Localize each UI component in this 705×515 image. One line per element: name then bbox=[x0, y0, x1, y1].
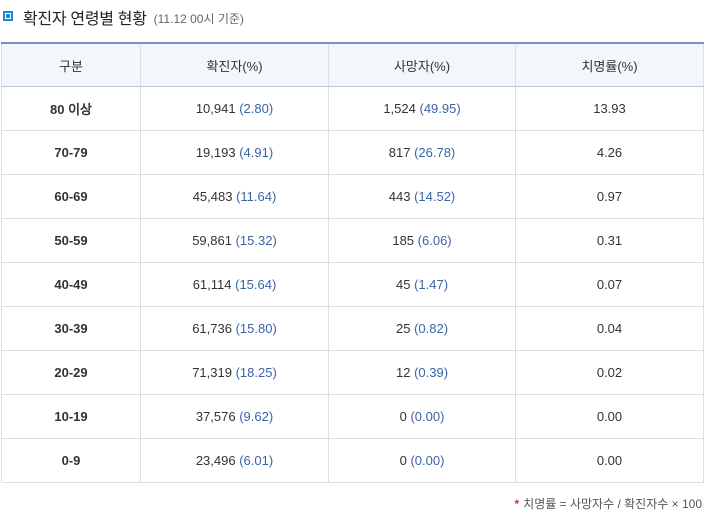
cases-percent: (15.32) bbox=[235, 233, 277, 248]
age-group-cell: 20-29 bbox=[1, 350, 141, 395]
deaths-cell: 1,524 (49.95) bbox=[328, 86, 516, 131]
fatality-rate-cell: 4.26 bbox=[515, 130, 704, 175]
age-group-cell: 80 이상 bbox=[1, 86, 141, 131]
deaths-percent: (6.06) bbox=[417, 233, 452, 248]
deaths-percent: (26.78) bbox=[414, 145, 456, 160]
cases-cell: 61,736 (15.80) bbox=[140, 306, 329, 351]
column-header-cases: 확진자(%) bbox=[140, 43, 329, 87]
deaths-percent: (49.95) bbox=[419, 101, 461, 116]
deaths-cell: 25 (0.82) bbox=[328, 306, 516, 351]
table-row: 70-79 19,193 (4.91) 817 (26.78) 4.26 bbox=[1, 130, 704, 175]
deaths-count: 443 bbox=[388, 189, 411, 204]
deaths-cell: 185 (6.06) bbox=[328, 218, 516, 263]
cases-count: 59,861 bbox=[192, 233, 232, 248]
deaths-cell: 0 (0.00) bbox=[328, 394, 516, 439]
deaths-cell: 817 (26.78) bbox=[328, 130, 516, 175]
cases-percent: (9.62) bbox=[239, 409, 274, 424]
column-header-fatality: 치명률(%) bbox=[515, 43, 704, 87]
cases-count: 37,576 bbox=[195, 409, 236, 424]
age-group-cell: 30-39 bbox=[1, 306, 141, 351]
cases-cell: 19,193 (4.91) bbox=[140, 130, 329, 175]
deaths-count: 185 bbox=[392, 233, 415, 248]
fatality-rate-cell: 0.07 bbox=[515, 262, 704, 307]
square-bullet-icon bbox=[3, 11, 13, 21]
cases-cell: 71,319 (18.25) bbox=[140, 350, 329, 395]
cases-percent: (11.64) bbox=[236, 189, 277, 204]
cases-count: 71,319 bbox=[192, 365, 232, 380]
footnote-text: 치명률 = 사망자수 / 확진자수 × 100 bbox=[523, 497, 702, 511]
cases-count: 45,483 bbox=[192, 189, 233, 204]
deaths-cell: 0 (0.00) bbox=[328, 438, 516, 483]
cases-count: 61,114 bbox=[192, 277, 232, 292]
cases-percent: (18.25) bbox=[235, 365, 277, 380]
deaths-percent: (0.82) bbox=[414, 321, 449, 336]
cases-cell: 61,114 (15.64) bbox=[140, 262, 329, 307]
section-subtitle: (11.12 00시 기준) bbox=[153, 11, 244, 26]
table-row: 0-9 23,496 (6.01) 0 (0.00) 0.00 bbox=[1, 438, 704, 483]
deaths-count: 45 bbox=[395, 277, 411, 292]
deaths-percent: (14.52) bbox=[414, 189, 456, 204]
deaths-count: 12 bbox=[395, 365, 411, 380]
cases-count: 19,193 bbox=[195, 145, 236, 160]
cases-cell: 37,576 (9.62) bbox=[140, 394, 329, 439]
table-row: 80 이상 10,941 (2.80) 1,524 (49.95) 13.93 bbox=[1, 86, 704, 131]
age-group-cell: 10-19 bbox=[1, 394, 141, 439]
deaths-percent: (0.00) bbox=[410, 409, 445, 424]
fatality-rate-cell: 0.00 bbox=[515, 394, 704, 439]
fatality-rate-cell: 0.00 bbox=[515, 438, 704, 483]
deaths-count: 817 bbox=[388, 145, 411, 160]
age-stats-table: 구분 확진자(%) 사망자(%) 치명률(%) 80 이상 10,941 (2.8… bbox=[1, 42, 704, 483]
fatality-rate-cell: 13.93 bbox=[515, 86, 704, 131]
deaths-count: 0 bbox=[399, 453, 407, 468]
age-group-cell: 50-59 bbox=[1, 218, 141, 263]
fatality-rate-cell: 0.97 bbox=[515, 174, 704, 219]
age-group-cell: 0-9 bbox=[1, 438, 141, 483]
deaths-cell: 12 (0.39) bbox=[328, 350, 516, 395]
cases-cell: 45,483 (11.64) bbox=[140, 174, 329, 219]
column-header-deaths: 사망자(%) bbox=[328, 43, 516, 87]
cases-cell: 10,941 (2.80) bbox=[140, 86, 329, 131]
deaths-count: 0 bbox=[399, 409, 407, 424]
column-header-age: 구분 bbox=[1, 43, 141, 87]
deaths-cell: 443 (14.52) bbox=[328, 174, 516, 219]
deaths-count: 1,524 bbox=[383, 101, 416, 116]
age-group-cell: 70-79 bbox=[1, 130, 141, 175]
age-group-cell: 60-69 bbox=[1, 174, 141, 219]
deaths-count: 25 bbox=[395, 321, 411, 336]
cases-percent: (4.91) bbox=[239, 145, 274, 160]
cases-count: 10,941 bbox=[195, 101, 236, 116]
deaths-percent: (0.00) bbox=[410, 453, 445, 468]
table-row: 50-59 59,861 (15.32) 185 (6.06) 0.31 bbox=[1, 218, 704, 263]
cases-percent: (15.64) bbox=[235, 277, 277, 292]
cases-percent: (2.80) bbox=[239, 101, 274, 116]
cases-count: 61,736 bbox=[192, 321, 232, 336]
cases-cell: 23,496 (6.01) bbox=[140, 438, 329, 483]
table-header-row: 구분 확진자(%) 사망자(%) 치명률(%) bbox=[1, 43, 704, 87]
deaths-cell: 45 (1.47) bbox=[328, 262, 516, 307]
fatality-rate-cell: 0.04 bbox=[515, 306, 704, 351]
deaths-percent: (0.39) bbox=[414, 365, 449, 380]
table-body: 80 이상 10,941 (2.80) 1,524 (49.95) 13.93 70-7… bbox=[1, 86, 704, 483]
cases-count: 23,496 bbox=[195, 453, 236, 468]
footnote-marker: * bbox=[514, 497, 520, 511]
table-row: 10-19 37,576 (9.62) 0 (0.00) 0.00 bbox=[1, 394, 704, 439]
table-row: 60-69 45,483 (11.64) 443 (14.52) 0.97 bbox=[1, 174, 704, 219]
table-row: 30-39 61,736 (15.80) 25 (0.82) 0.04 bbox=[1, 306, 704, 351]
fatality-rate-cell: 0.31 bbox=[515, 218, 704, 263]
cases-percent: (6.01) bbox=[239, 453, 274, 468]
table-row: 40-49 61,114 (15.64) 45 (1.47) 0.07 bbox=[1, 262, 704, 307]
section-header: 확진자 연령별 현황 (11.12 00시 기준) bbox=[3, 0, 703, 34]
footnote: * 치명률 = 사망자수 / 확진자수 × 100 bbox=[515, 495, 703, 512]
cases-percent: (15.80) bbox=[235, 321, 277, 336]
section-title: 확진자 연령별 현황 bbox=[23, 11, 147, 28]
deaths-percent: (1.47) bbox=[414, 277, 449, 292]
age-group-cell: 40-49 bbox=[1, 262, 141, 307]
table-row: 20-29 71,319 (18.25) 12 (0.39) 0.02 bbox=[1, 350, 704, 395]
fatality-rate-cell: 0.02 bbox=[515, 350, 704, 395]
cases-cell: 59,861 (15.32) bbox=[140, 218, 329, 263]
